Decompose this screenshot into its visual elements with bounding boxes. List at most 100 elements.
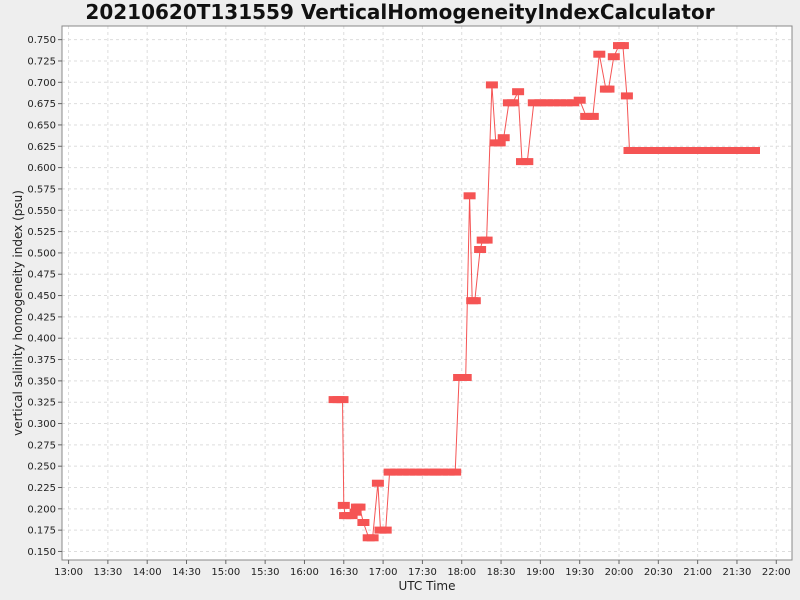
data-point [567,99,580,107]
y-tick-label: 0.675 [27,99,56,110]
data-point [463,192,476,200]
x-tick-label: 17:00 [369,567,398,578]
data-point [691,147,704,154]
y-axis-title: vertical salinity homogeneity index (psu… [11,190,25,436]
x-tick-label: 17:30 [408,567,437,578]
y-tick-label: 0.525 [27,227,56,238]
x-tick-label: 13:00 [54,567,83,578]
data-point [349,508,362,516]
y-tick-label: 0.250 [27,462,56,473]
plot-area [62,26,792,560]
y-tick-label: 0.200 [27,504,56,515]
x-tick-label: 20:30 [644,567,673,578]
x-tick-label: 16:00 [290,567,319,578]
data-point [658,147,671,154]
x-tick-label: 15:00 [211,567,240,578]
data-point [645,147,658,154]
data-point [547,99,560,107]
y-tick-label: 0.175 [27,526,56,537]
data-point [741,147,754,154]
x-tick-label: 14:30 [172,567,201,578]
y-tick-label: 0.600 [27,163,56,174]
axes: 13:00 13:30 14:00 14:30 15:00 15:30 16:00 16:30… [27,35,790,578]
plot-border [61,25,793,561]
data-point [607,53,620,61]
x-tick-label: 22:00 [762,567,791,578]
y-tick-label: 0.750 [27,35,56,46]
y-tick-label: 0.475 [27,270,56,281]
data-point [652,147,665,154]
data-point [527,99,540,107]
y-tick-label: 0.500 [27,248,56,259]
x-tick-label: 16:30 [329,567,358,578]
y-tick-label: 0.700 [27,78,56,89]
data-point [396,468,409,476]
data-point [357,519,370,526]
data-point [336,396,349,404]
data-point [383,468,396,476]
data-point [573,96,586,104]
y-tick-label: 0.300 [27,419,56,430]
data-point [616,42,629,50]
data-point [353,503,366,511]
x-tick-label: 18:00 [447,567,476,578]
data-point [442,468,455,476]
grid [62,26,792,560]
data-point [379,526,392,534]
data-point [512,88,525,96]
data-point [711,147,724,154]
y-tick-label: 0.400 [27,334,56,345]
data-point [602,85,615,93]
y-tick-label: 0.150 [27,547,56,558]
data-point [337,501,350,509]
data-point [665,147,678,154]
data-point [390,468,403,476]
data-point [453,374,466,381]
data-point [639,147,652,154]
chart-title: 20210620T131559 VerticalHomogeneityIndex… [85,0,715,24]
data-point [632,147,645,154]
series-layer [328,42,760,542]
data-point [497,134,510,142]
data-point [586,112,599,120]
y-tick-label: 0.625 [27,142,56,153]
data-point [748,147,760,154]
data-point [371,479,384,487]
y-tick-label: 0.725 [27,56,56,67]
data-point [681,147,694,154]
data-point [620,92,633,100]
data-point [560,99,573,107]
data-point [366,534,379,542]
data-point [474,246,487,253]
data-point [416,468,429,476]
x-tick-label: 19:00 [526,567,555,578]
data-point [485,81,498,89]
data-point [534,99,547,107]
data-point [593,50,606,58]
data-point [436,468,449,476]
y-tick-label: 0.550 [27,206,56,217]
data-point [409,468,422,476]
x-tick-label: 15:30 [251,567,280,578]
y-tick-label: 0.275 [27,440,56,451]
data-point [506,99,519,107]
y-tick-label: 0.350 [27,376,56,387]
data-point [449,468,462,476]
x-tick-label: 19:30 [565,567,594,578]
y-tick-label: 0.375 [27,355,56,366]
data-point [698,147,711,154]
x-tick-label: 20:00 [605,567,634,578]
x-tick-label: 21:00 [683,567,712,578]
data-point [540,99,553,107]
data-point [724,147,737,154]
x-tick-label: 13:30 [93,567,122,578]
data-point [734,147,747,154]
data-point [459,374,472,381]
y-tick-label: 0.325 [27,398,56,409]
x-tick-label: 14:00 [133,567,162,578]
data-point [704,147,717,154]
data-point [493,139,506,147]
data-point [429,468,442,476]
y-tick-label: 0.425 [27,312,56,323]
